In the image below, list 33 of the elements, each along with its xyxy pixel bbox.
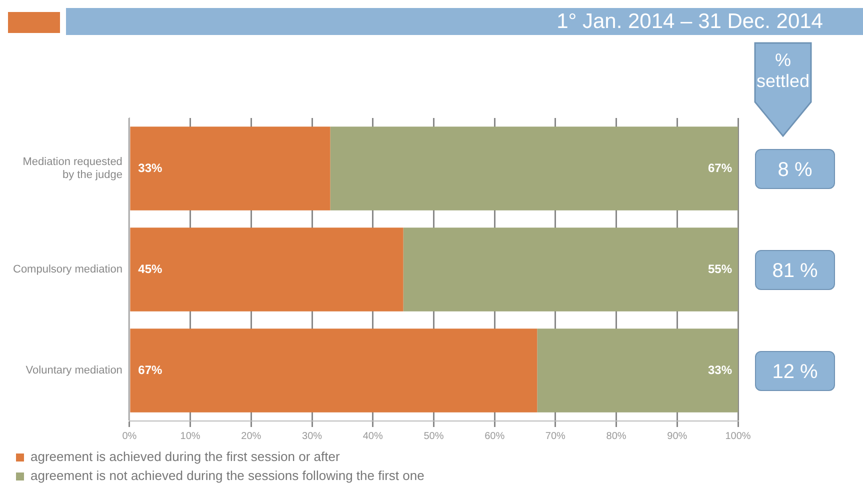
data-label: 55% bbox=[708, 262, 732, 276]
y-tick-label: Mediation requested by the judge bbox=[22, 156, 122, 182]
x-tick-label: 70% bbox=[545, 430, 566, 442]
data-label: 67% bbox=[708, 160, 732, 175]
bar bbox=[330, 126, 738, 210]
x-tick-label: 60% bbox=[484, 430, 505, 442]
x-tick-label: 0% bbox=[122, 430, 137, 442]
bar bbox=[403, 228, 738, 312]
bar bbox=[537, 328, 738, 412]
x-tick-label: 30% bbox=[302, 430, 322, 442]
chart-subtitle: 1° Jan. 2014 – 31 Dec. 2014 bbox=[556, 10, 823, 34]
x-tick-label: 10% bbox=[180, 430, 200, 442]
x-tick-label: 100% bbox=[725, 430, 751, 442]
data-label: 45% bbox=[138, 262, 163, 276]
y-tick-label: Voluntary mediation bbox=[26, 364, 122, 377]
text: 81 % bbox=[755, 250, 835, 290]
y-tick-label: Compulsory mediation bbox=[13, 264, 122, 276]
data-label: 67% bbox=[138, 362, 163, 377]
x-tick-label: 50% bbox=[424, 430, 444, 442]
text: 12 % bbox=[755, 350, 835, 390]
legend-label: agreement is achieved during the first session or after bbox=[30, 449, 340, 464]
text: 8 % bbox=[755, 148, 835, 188]
data-label: 33% bbox=[708, 362, 732, 377]
x-tick-label: 80% bbox=[606, 430, 626, 442]
data-label: 33% bbox=[138, 160, 163, 175]
bar bbox=[130, 126, 330, 210]
x-tick-label: 40% bbox=[362, 430, 383, 442]
text: % settled bbox=[755, 49, 811, 92]
legend-label: agreement is not achieved during the sessions following the first one bbox=[30, 468, 424, 484]
x-tick-label: 90% bbox=[667, 430, 688, 442]
x-tick-label: 20% bbox=[241, 430, 262, 442]
bar bbox=[130, 228, 404, 312]
bar bbox=[130, 328, 538, 412]
